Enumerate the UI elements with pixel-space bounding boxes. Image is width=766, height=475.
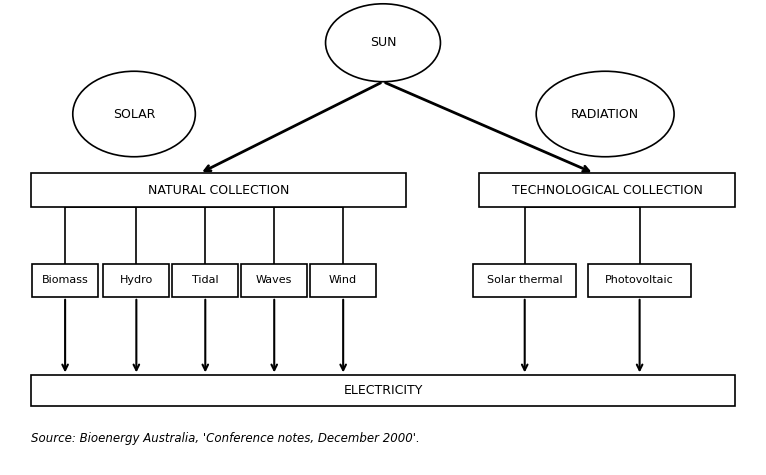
Bar (32, 264, 98, 297)
Text: Waves: Waves (256, 275, 293, 285)
Ellipse shape (536, 71, 674, 157)
Bar (310, 264, 376, 297)
Bar (473, 264, 576, 297)
Text: Biomass: Biomass (41, 275, 89, 285)
Text: Tidal: Tidal (192, 275, 218, 285)
Text: Source: Bioenergy Australia, 'Conference notes, December 2000'.: Source: Bioenergy Australia, 'Conference… (31, 432, 420, 445)
Text: TECHNOLOGICAL COLLECTION: TECHNOLOGICAL COLLECTION (512, 183, 702, 197)
Bar (588, 264, 691, 297)
Ellipse shape (73, 71, 195, 157)
Text: Photovoltaic: Photovoltaic (605, 275, 674, 285)
Text: SUN: SUN (370, 36, 396, 49)
Bar (103, 264, 169, 297)
Bar (31, 173, 406, 207)
Bar (31, 375, 735, 406)
Text: Solar thermal: Solar thermal (487, 275, 562, 285)
Text: SOLAR: SOLAR (113, 107, 155, 121)
Bar (479, 173, 735, 207)
Bar (241, 264, 307, 297)
Text: ELECTRICITY: ELECTRICITY (343, 384, 423, 397)
Ellipse shape (326, 4, 440, 82)
Text: Hydro: Hydro (119, 275, 153, 285)
Text: RADIATION: RADIATION (571, 107, 639, 121)
Text: NATURAL COLLECTION: NATURAL COLLECTION (148, 183, 289, 197)
Bar (172, 264, 238, 297)
Text: Wind: Wind (329, 275, 357, 285)
